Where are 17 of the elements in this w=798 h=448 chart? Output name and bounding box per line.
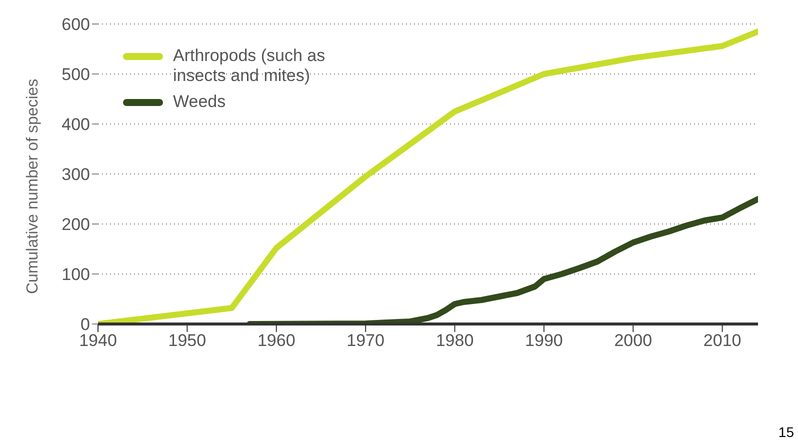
y-tick-label: 600 — [62, 15, 90, 34]
legend-label: Weeds — [173, 92, 227, 112]
text: 15 — [778, 424, 794, 440]
y-tick-label: 400 — [62, 115, 90, 134]
y-axis-title: Cumulative number of species — [24, 78, 42, 294]
y-tick-label: 200 — [62, 215, 90, 234]
x-tick-label: 1950 — [168, 331, 206, 350]
y-tick-label: 100 — [62, 265, 90, 284]
legend-label: Arthropods (such as insects and mites) — [173, 46, 326, 86]
x-tick-label: 1980 — [436, 331, 474, 350]
x-tick-label: 1990 — [525, 331, 563, 350]
x-tick-label: 1960 — [257, 331, 296, 350]
y-tick-label: 500 — [62, 65, 90, 84]
x-tick-label: 1970 — [346, 331, 384, 350]
y-tick-label: 300 — [62, 165, 90, 184]
x-tick-label: 2000 — [614, 331, 652, 350]
x-tick-label: 2010 — [703, 331, 742, 350]
